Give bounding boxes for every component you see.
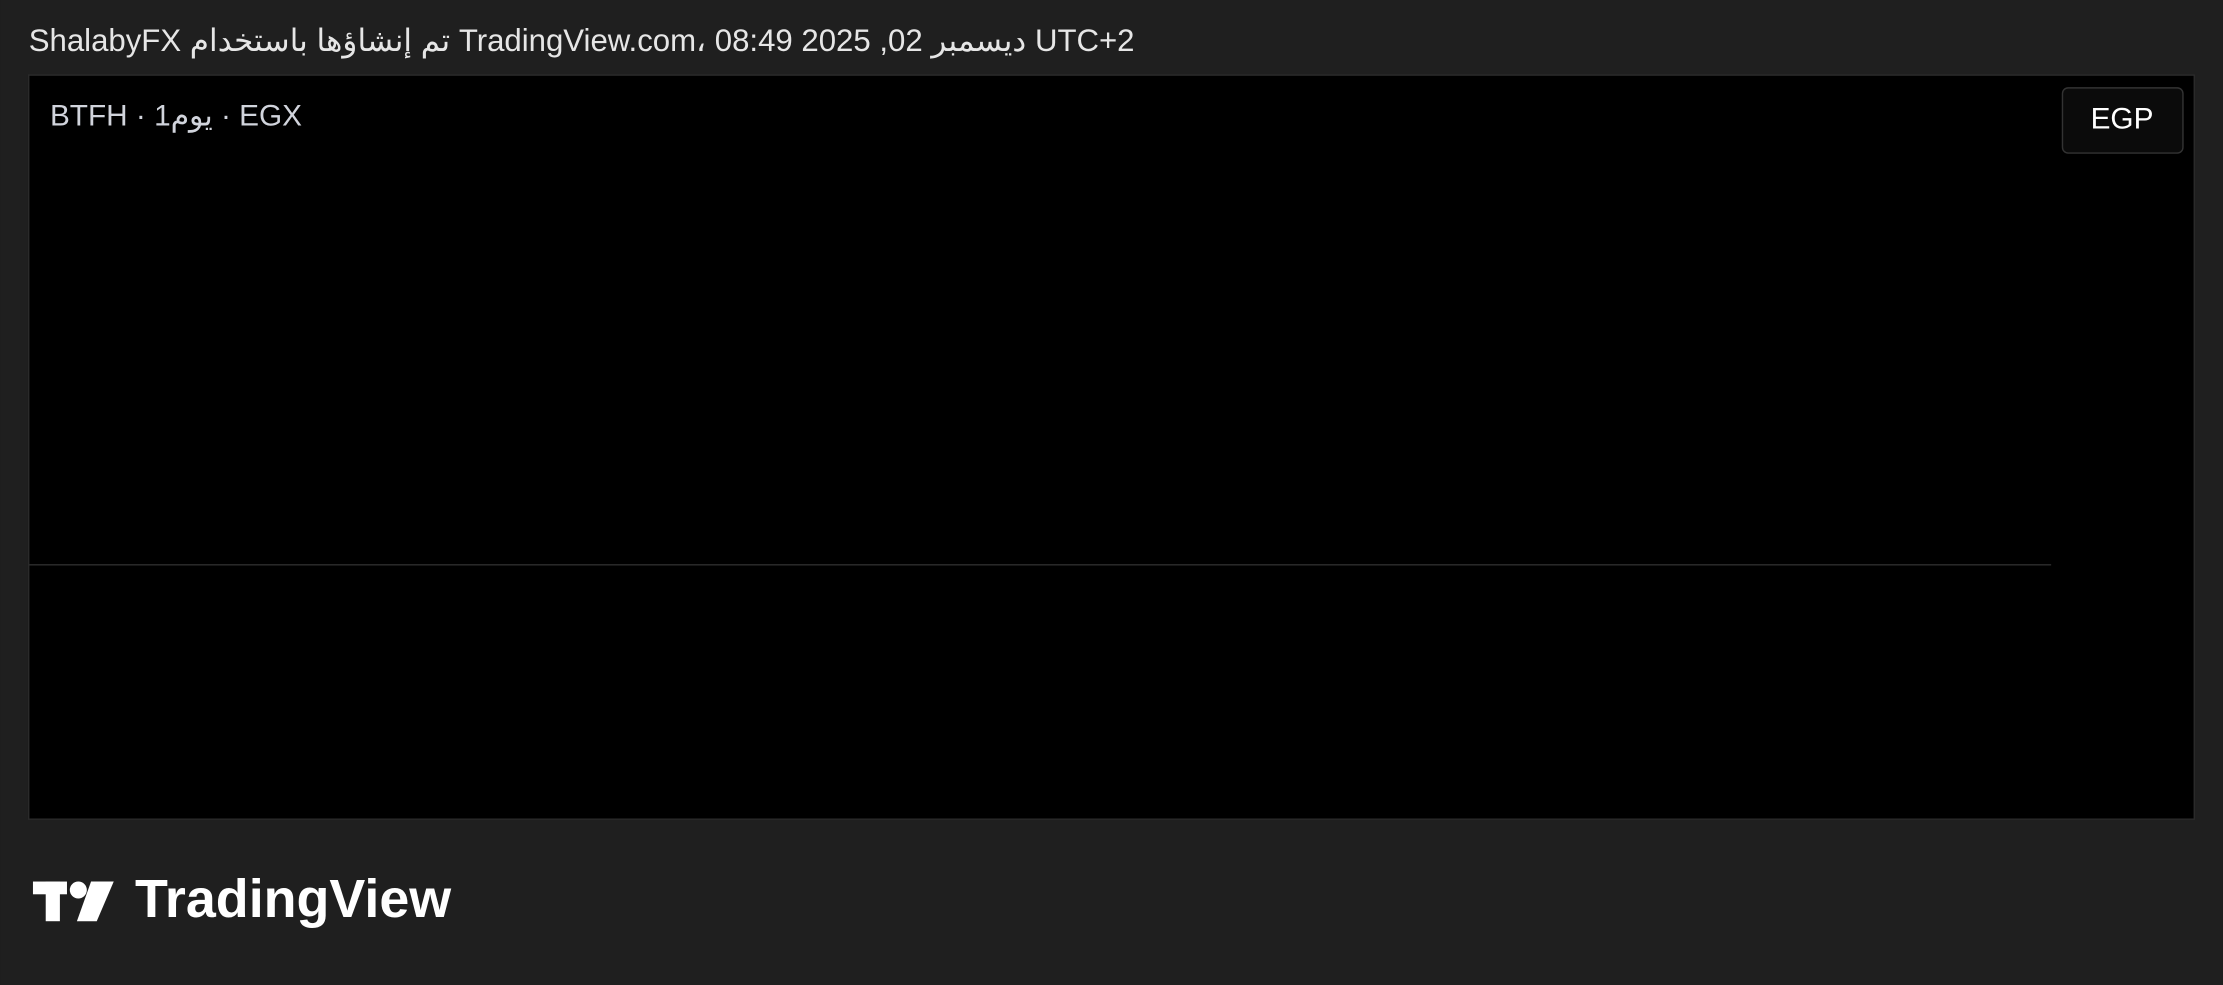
header-text: ShalabyFX تم إنشاؤها باستخدام TradingVie… (29, 23, 1135, 59)
brand: TradingView (135, 869, 451, 929)
symbol-legend: BTFH · 1يوم · EGX (50, 99, 302, 133)
logo-mark (69, 881, 87, 899)
tradingview-logo (32, 881, 114, 922)
currency-box[interactable] (2061, 87, 2184, 154)
logo-mark (45, 881, 60, 922)
chart-area (28, 74, 2195, 820)
logo-mark (76, 881, 114, 922)
currency: EGP (2091, 102, 2154, 135)
